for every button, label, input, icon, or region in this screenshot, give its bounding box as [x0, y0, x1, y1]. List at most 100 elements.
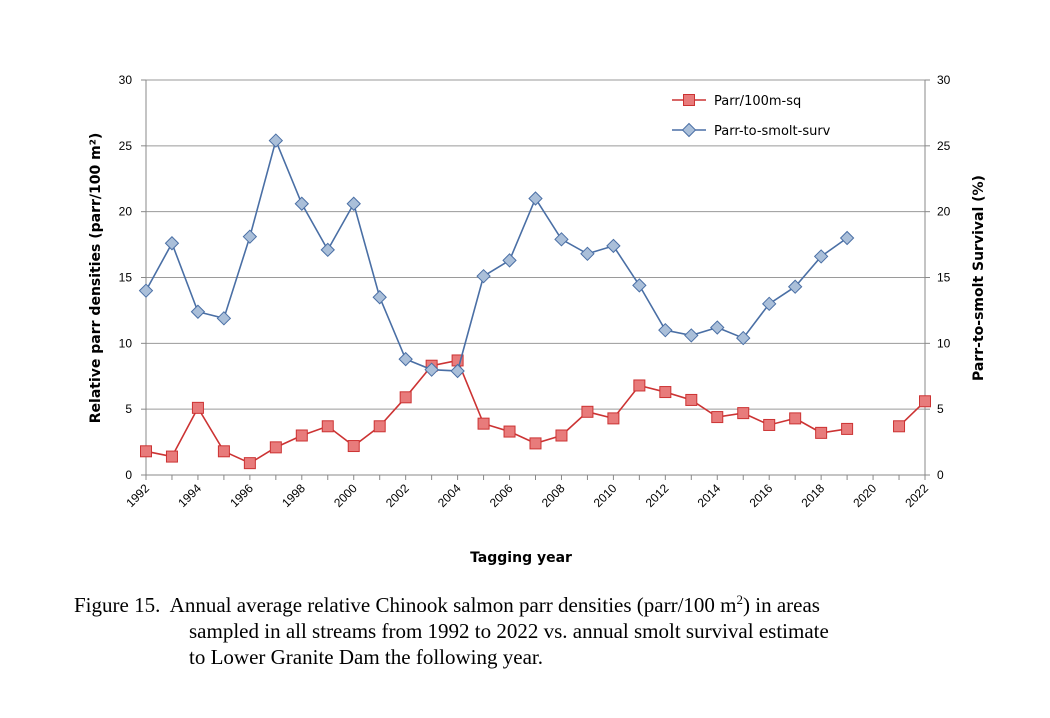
x-axis-title: Tagging year	[470, 550, 572, 566]
data-point	[191, 401, 204, 414]
data-point	[165, 450, 178, 463]
data-point	[217, 445, 230, 458]
data-point	[554, 232, 569, 247]
data-point	[321, 420, 334, 433]
left-tick-label: 0	[125, 468, 132, 482]
figure-caption: Figure 15. Annual average relative Chino…	[74, 592, 974, 670]
caption-text-1b: ) in areas	[743, 593, 820, 617]
data-point	[841, 422, 854, 435]
legend-square-marker	[683, 94, 695, 106]
series-layer	[138, 133, 931, 470]
left-tick-label: 25	[119, 139, 133, 153]
left-tick-label: 20	[119, 205, 133, 219]
data-point	[372, 290, 387, 305]
right-tick-label: 5	[937, 402, 944, 416]
right-tick-label: 25	[937, 139, 951, 153]
data-point	[607, 412, 620, 425]
data-point	[164, 236, 180, 251]
legend-label: Parr-to-smolt-surv	[714, 124, 831, 139]
data-point	[216, 311, 232, 326]
data-point	[787, 279, 803, 294]
data-point	[373, 420, 386, 433]
data-point	[476, 268, 491, 284]
chart: 0 5 10 15 20 25 30 0 5 10 15 20 25 30 1992 1994 1996 19…	[88, 73, 987, 566]
caption-line-3: to Lower Granite Dam the following year.	[189, 645, 543, 669]
x-axis-ticks: 1992 1994 1996 1998 2000 2002 2004 2006 2008 2010…	[123, 475, 931, 510]
data-point	[789, 412, 802, 425]
data-point	[893, 420, 906, 433]
data-point	[813, 249, 829, 264]
left-axis-title: Relative parr densities (parr/100 m²)	[88, 133, 104, 423]
data-point	[555, 429, 568, 442]
left-tick-label: 5	[125, 402, 132, 416]
data-point	[477, 417, 490, 430]
data-point	[268, 133, 284, 148]
data-point	[294, 196, 310, 211]
data-point	[633, 379, 646, 392]
data-point	[685, 393, 698, 406]
x-tick-label: 2016	[747, 481, 776, 510]
x-tick-label: 2020	[850, 481, 879, 510]
data-point	[710, 320, 725, 335]
data-point	[347, 440, 360, 453]
data-point	[295, 429, 308, 442]
caption-superscript: 2	[736, 592, 744, 607]
data-point	[242, 229, 258, 244]
caption-text-1a: Annual average relative Chinook salmon p…	[169, 593, 737, 617]
x-tick-label: 1998	[279, 481, 308, 510]
right-tick-label: 30	[937, 73, 951, 87]
data-point	[761, 296, 777, 312]
right-tick-label: 15	[937, 271, 951, 285]
data-point	[503, 425, 516, 438]
data-point	[684, 328, 699, 343]
x-tick-label: 1994	[175, 481, 204, 510]
data-point	[658, 322, 673, 338]
data-point	[763, 418, 776, 431]
data-point	[529, 437, 542, 450]
series-parr-to-smolt-survival	[138, 133, 855, 379]
x-tick-label: 1996	[227, 481, 256, 510]
data-point	[632, 278, 647, 293]
data-point	[243, 457, 256, 470]
x-tick-label: 2008	[539, 481, 568, 510]
x-tick-label: 1992	[123, 481, 152, 510]
x-tick-label: 2006	[487, 481, 516, 510]
left-tick-label: 15	[119, 271, 133, 285]
caption-line-1: Figure 15. Annual average relative Chino…	[74, 592, 974, 618]
data-point	[528, 191, 543, 206]
data-point	[140, 445, 152, 458]
legend-label: Parr/100m-sq	[714, 94, 801, 109]
data-point	[450, 363, 465, 379]
left-axis-ticks: 0 5 10 15 20 25 30	[119, 73, 146, 482]
data-point	[346, 196, 361, 211]
right-tick-label: 10	[937, 336, 951, 350]
left-tick-label: 10	[119, 336, 133, 350]
data-point	[736, 330, 751, 346]
legend-diamond-marker	[681, 122, 697, 138]
right-tick-label: 0	[937, 468, 944, 482]
data-point	[424, 362, 439, 377]
data-point	[269, 441, 282, 454]
left-tick-label: 30	[119, 73, 133, 87]
data-point	[581, 405, 594, 418]
data-point	[711, 411, 724, 424]
x-tick-label: 2018	[798, 481, 827, 510]
legend: Parr/100m-sq Parr-to-smolt-surv	[672, 94, 831, 139]
x-tick-label: 2002	[383, 481, 412, 510]
data-point	[919, 395, 931, 408]
x-tick-label: 2014	[695, 481, 724, 510]
data-point	[138, 283, 154, 298]
x-tick-label: 2000	[331, 481, 360, 510]
data-point	[190, 304, 206, 319]
data-point	[606, 238, 621, 254]
x-tick-label: 2022	[902, 481, 931, 510]
x-tick-label: 2010	[591, 481, 620, 510]
right-axis-title: Parr-to-smolt Survival (%)	[971, 175, 987, 381]
data-point	[580, 246, 595, 262]
right-axis-ticks: 0 5 10 15 20 25 30	[925, 73, 951, 482]
data-point	[737, 407, 750, 420]
series-line	[145, 359, 848, 465]
right-tick-label: 20	[937, 205, 951, 219]
data-point	[399, 391, 412, 404]
data-point	[659, 386, 672, 399]
